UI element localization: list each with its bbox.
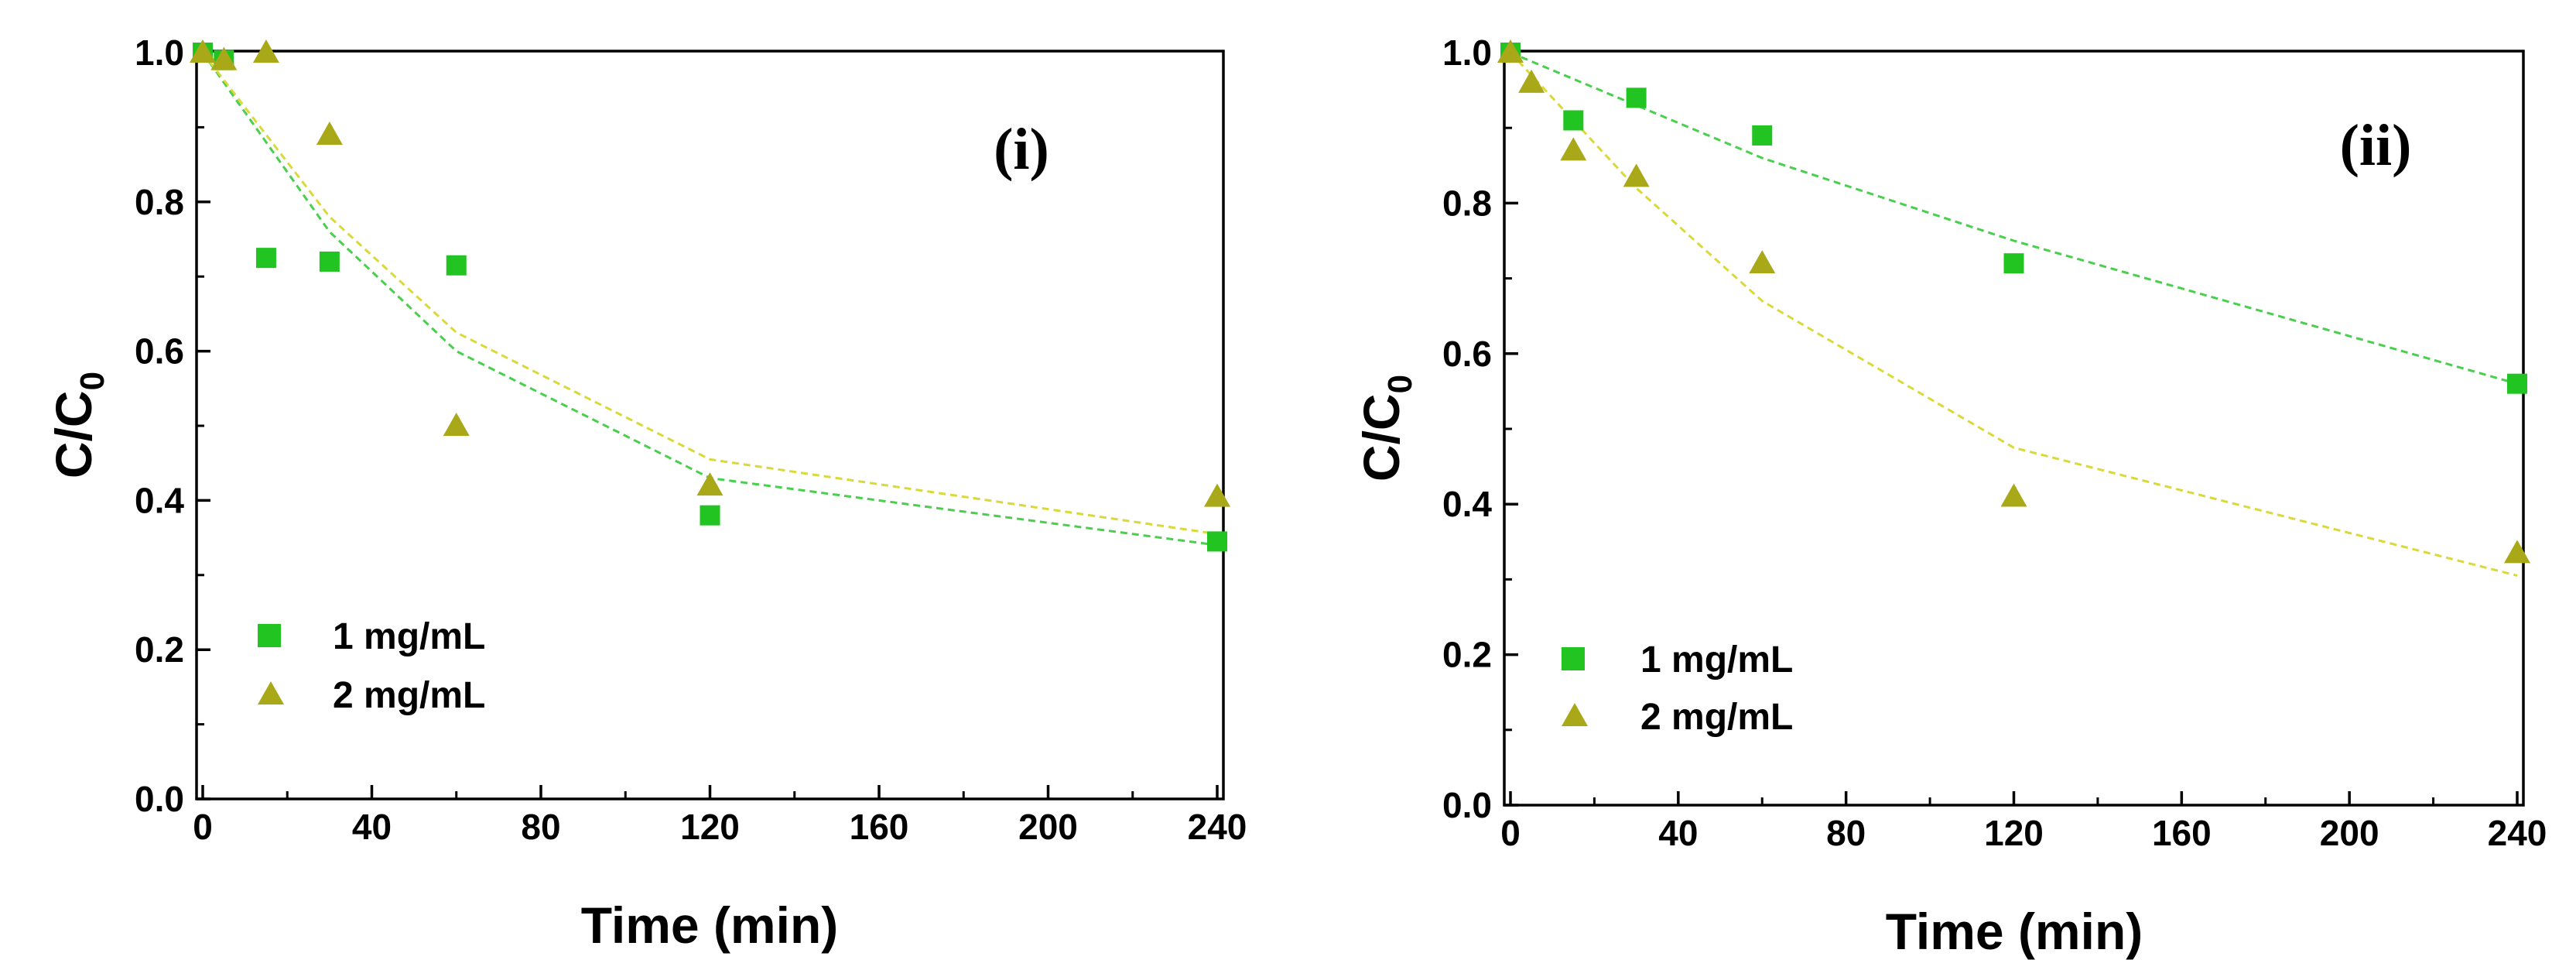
x-tick-label-i-1: 40 bbox=[352, 807, 392, 847]
point-ii-s2-6 bbox=[2504, 540, 2530, 564]
svg-text:C/C0: C/C0 bbox=[45, 372, 111, 478]
point-i-s2-0 bbox=[190, 39, 216, 63]
legend-marker-triangle-i bbox=[258, 681, 284, 704]
point-i-s1-5 bbox=[700, 505, 720, 526]
data-points-ii bbox=[1497, 39, 2530, 564]
x-tick-labels-ii: 0 40 80 120 160 200 240 bbox=[1500, 813, 2547, 853]
x-tick-label-ii-1: 40 bbox=[1658, 813, 1698, 853]
point-ii-s1-5 bbox=[2507, 373, 2527, 394]
point-ii-s2-4 bbox=[1749, 250, 1776, 274]
x-tick-label-ii-2: 80 bbox=[1826, 813, 1866, 853]
point-i-s1-3 bbox=[319, 251, 340, 272]
point-i-s2-1 bbox=[210, 46, 238, 70]
legend-marker-triangle-ii bbox=[1562, 703, 1588, 726]
y-axis-title-main-i: C/C bbox=[45, 390, 102, 478]
point-i-s1-4 bbox=[446, 255, 467, 276]
point-i-s2-4 bbox=[443, 413, 470, 436]
y-tick-label-ii-5: 1.0 bbox=[1442, 33, 1492, 73]
legend-label-1-ii: 1 mg/mL bbox=[1640, 639, 1793, 680]
fit-lines-ii bbox=[1509, 51, 2518, 577]
y-axis-title-i: C/C0 bbox=[45, 372, 111, 478]
point-ii-s2-3 bbox=[1623, 163, 1650, 187]
x-ticks-ii bbox=[1509, 791, 2519, 805]
fit-line-ii-2 bbox=[1509, 51, 2518, 577]
x-tick-label-i-6: 240 bbox=[1188, 807, 1247, 847]
y-axis-title-sub-ii: 0 bbox=[1381, 375, 1419, 393]
x-tick-label-i-2: 80 bbox=[521, 807, 560, 847]
fit-lines-i bbox=[201, 52, 1218, 547]
data-points-i bbox=[190, 39, 1230, 552]
y-axis-title-ii: C/C0 bbox=[1353, 375, 1419, 482]
legend-i: 1 mg/mL 2 mg/mL bbox=[258, 616, 485, 716]
y-tick-label-i-5: 1.0 bbox=[135, 33, 184, 73]
x-tick-label-i-3: 120 bbox=[680, 807, 740, 847]
panel-ii: 0 40 80 120 160 200 240 0.0 0.2 0.4 0.6 0.8 1.0 (ii… bbox=[1353, 33, 2547, 960]
x-tick-label-i-0: 0 bbox=[193, 807, 213, 847]
legend-marker-square-ii bbox=[1562, 647, 1585, 670]
x-tick-label-ii-3: 120 bbox=[1984, 813, 2044, 853]
y-axis-title-main-ii: C/C bbox=[1353, 393, 1410, 482]
point-ii-s2-2 bbox=[1560, 137, 1587, 161]
y-tick-labels-ii: 0.0 0.2 0.4 0.6 0.8 1.0 bbox=[1442, 33, 1492, 825]
legend-label-2-ii: 2 mg/mL bbox=[1640, 697, 1793, 738]
x-tick-label-i-5: 200 bbox=[1018, 807, 1078, 847]
y-tick-label-i-3: 0.6 bbox=[135, 331, 184, 372]
y-tick-label-i-1: 0.2 bbox=[135, 629, 184, 670]
y-tick-label-ii-4: 0.8 bbox=[1442, 183, 1492, 223]
x-ticks-i bbox=[201, 785, 1219, 799]
x-tick-label-ii-4: 160 bbox=[2152, 813, 2212, 853]
x-tick-label-ii-5: 200 bbox=[2320, 813, 2379, 853]
panel-label-i: (i) bbox=[994, 117, 1049, 182]
y-tick-label-ii-3: 0.6 bbox=[1442, 334, 1492, 374]
x-tick-label-ii-6: 240 bbox=[2488, 813, 2547, 853]
legend-marker-square-i bbox=[258, 624, 281, 647]
y-tick-label-i-0: 0.0 bbox=[135, 779, 184, 819]
point-i-s1-2 bbox=[255, 248, 276, 269]
y-ticks-i bbox=[197, 51, 210, 800]
point-ii-s2-1 bbox=[1518, 69, 1545, 93]
y-ticks-ii bbox=[1504, 51, 1518, 807]
fit-line-i-2 bbox=[201, 52, 1218, 536]
point-ii-s2-0 bbox=[1497, 39, 1524, 63]
x-tick-label-i-4: 160 bbox=[850, 807, 909, 847]
panel-i: 0 40 80 120 160 200 240 0.0 0.2 0.4 0.6 0.8 1.0 (i)… bbox=[45, 33, 1247, 954]
y-tick-label-i-4: 0.8 bbox=[135, 182, 184, 222]
point-ii-s1-4 bbox=[2003, 253, 2024, 274]
point-ii-s1-2 bbox=[1626, 87, 1647, 108]
point-i-s2-3 bbox=[316, 122, 343, 146]
point-i-s2-2 bbox=[252, 39, 279, 63]
y-tick-label-ii-1: 0.2 bbox=[1442, 635, 1492, 675]
point-i-s2-5 bbox=[696, 472, 724, 496]
panel-label-ii: (ii) bbox=[2340, 113, 2412, 178]
y-tick-label-ii-2: 0.4 bbox=[1442, 484, 1492, 524]
y-tick-label-ii-0: 0.0 bbox=[1442, 785, 1492, 825]
x-tick-label-ii-0: 0 bbox=[1500, 813, 1521, 853]
y-tick-labels-i: 0.0 0.2 0.4 0.6 0.8 1.0 bbox=[135, 33, 184, 819]
point-ii-s1-1 bbox=[1563, 110, 1584, 131]
point-i-s1-6 bbox=[1207, 531, 1227, 552]
legend-label-2-i: 2 mg/mL bbox=[333, 675, 485, 716]
svg-text:C/C0: C/C0 bbox=[1353, 375, 1419, 482]
fit-line-ii-1 bbox=[1510, 51, 2518, 386]
point-ii-s2-5 bbox=[2000, 483, 2027, 507]
x-axis-title-ii: Time (min) bbox=[1886, 903, 2143, 960]
x-axis-title-i: Time (min) bbox=[581, 896, 838, 954]
x-tick-labels-i: 0 40 80 120 160 200 240 bbox=[193, 807, 1247, 847]
fit-line-i-1 bbox=[201, 52, 1218, 547]
point-i-s2-6 bbox=[1204, 483, 1230, 507]
point-ii-s1-3 bbox=[1752, 125, 1773, 146]
y-axis-title-sub-i: 0 bbox=[74, 372, 111, 390]
legend-ii: 1 mg/mL 2 mg/mL bbox=[1562, 639, 1793, 738]
legend-label-1-i: 1 mg/mL bbox=[333, 616, 485, 657]
y-tick-label-i-2: 0.4 bbox=[135, 480, 184, 520]
